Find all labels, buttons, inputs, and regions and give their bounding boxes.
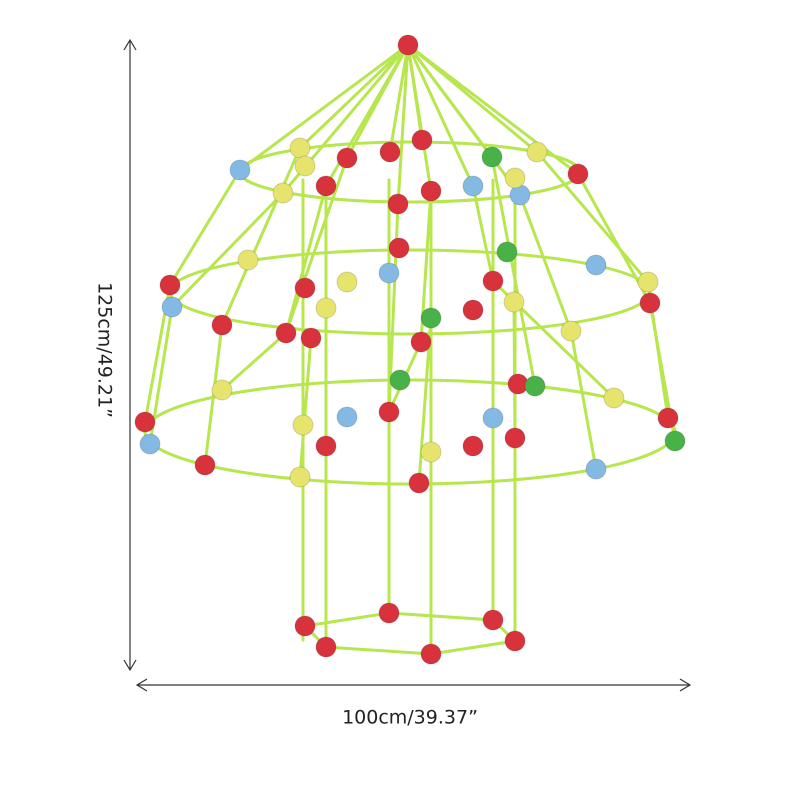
connector-ball: [462, 435, 484, 457]
rod: [170, 191, 285, 309]
connector-ball: [134, 411, 156, 433]
connector-ball: [300, 327, 322, 349]
connector-ball: [289, 466, 311, 488]
rod: [284, 156, 349, 335]
height-label: 125cm/49.21”: [94, 282, 116, 418]
connector-ball: [420, 441, 442, 463]
connector-ball: [664, 430, 686, 452]
rod: [388, 43, 410, 154]
connector-ball: [397, 34, 419, 56]
connector-ball: [585, 458, 607, 480]
connector-ball: [657, 407, 679, 429]
connector-ball: [462, 299, 484, 321]
connector-ball: [411, 129, 433, 151]
connector-ball: [420, 643, 442, 665]
rod: [298, 43, 410, 150]
connector-ball: [378, 602, 400, 624]
rod: [471, 184, 495, 283]
rod: [518, 193, 573, 333]
rod: [406, 43, 433, 193]
connector-ball: [229, 159, 251, 181]
connector-ball: [408, 472, 430, 494]
connector-ball: [211, 314, 233, 336]
connector-ball: [585, 254, 607, 276]
rod: [168, 168, 242, 287]
connector-ball: [639, 292, 661, 314]
connector-ball: [315, 435, 337, 457]
rod: [406, 43, 522, 197]
connector-ball: [410, 331, 432, 353]
rod: [238, 43, 410, 172]
connector-ball: [294, 155, 316, 177]
dimension-lines: [123, 38, 692, 692]
connector-ball: [481, 146, 503, 168]
connector-ball: [378, 262, 400, 284]
connector-ball: [194, 454, 216, 476]
connector-ball: [387, 193, 409, 215]
connector-ball: [637, 271, 659, 293]
connector-ball: [378, 401, 400, 423]
connector-ball: [603, 387, 625, 409]
connector-ball: [336, 271, 358, 293]
connector-ball: [560, 320, 582, 342]
connector-ball: [161, 296, 183, 318]
connector-ball: [524, 375, 546, 397]
connector-ball: [504, 167, 526, 189]
connector-ball: [420, 180, 442, 202]
connector-ball: [336, 406, 358, 428]
tree-frame: [143, 43, 677, 656]
connector-ball: [496, 241, 518, 263]
rod: [406, 43, 580, 176]
connector-ball: [292, 414, 314, 436]
connector-ball: [388, 237, 410, 259]
connector-ball: [294, 277, 316, 299]
connectors: [134, 34, 686, 665]
rod: [406, 43, 475, 188]
connector-ball: [315, 636, 337, 658]
connector-ball: [389, 369, 411, 391]
width-label: 100cm/39.37”: [342, 707, 478, 729]
connector-ball: [504, 630, 526, 652]
connector-ball: [272, 182, 294, 204]
rod: [220, 331, 288, 392]
rod: [220, 146, 302, 327]
connector-ball: [275, 322, 297, 344]
rod: [284, 184, 328, 335]
connector-ball: [567, 163, 589, 185]
rod: [576, 172, 652, 305]
connector-ball: [379, 141, 401, 163]
connector-ball: [315, 175, 337, 197]
connector-ball: [139, 433, 161, 455]
height-arrowheads: [123, 38, 137, 672]
connector-ball: [315, 297, 337, 319]
connector-ball: [482, 609, 504, 631]
connector-ball: [482, 270, 504, 292]
connector-ball: [482, 407, 504, 429]
width-arrowheads: [135, 678, 692, 692]
connector-ball: [503, 291, 525, 313]
connector-ball: [420, 307, 442, 329]
rod: [535, 150, 650, 284]
connector-ball: [336, 147, 358, 169]
connector-ball: [237, 249, 259, 271]
connector-ball: [289, 137, 311, 159]
rod: [569, 329, 598, 471]
connector-ball: [294, 615, 316, 637]
connector-ball: [211, 379, 233, 401]
connector-ball: [504, 427, 526, 449]
connector-ball: [526, 141, 548, 163]
rod: [396, 43, 410, 206]
connector-ball: [462, 175, 484, 197]
connector-ball: [159, 274, 181, 296]
